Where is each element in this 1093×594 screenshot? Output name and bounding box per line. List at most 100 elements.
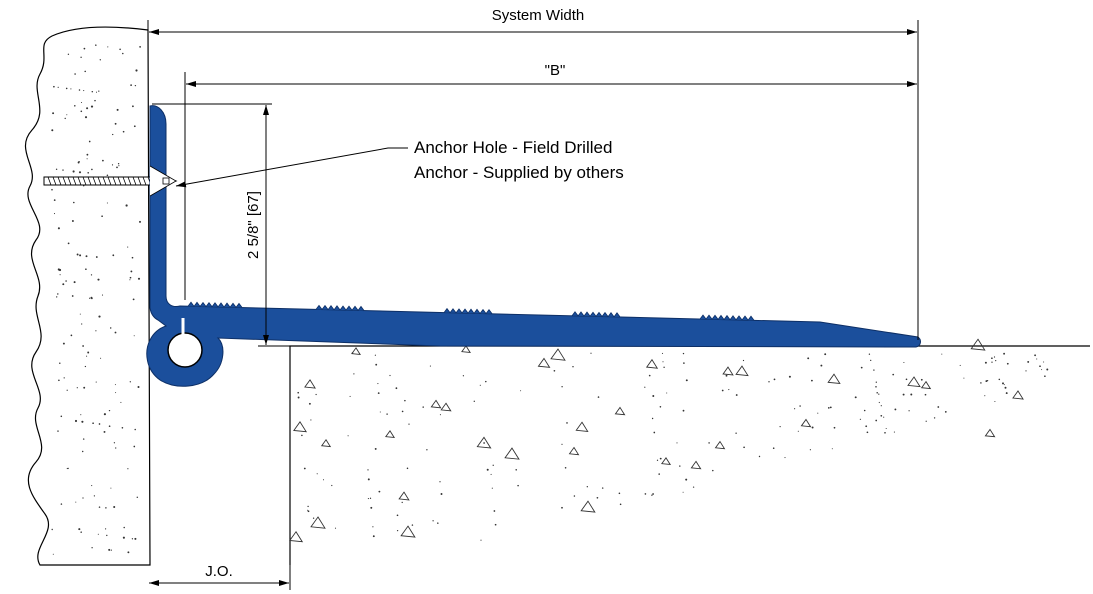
concrete-speck [129,381,131,383]
aggregate-mark [476,436,492,449]
concrete-speck [59,274,61,276]
concrete-speck [784,457,786,459]
concrete-speck [372,535,375,538]
concrete-speck [772,447,775,450]
concrete-speck [115,447,117,449]
aggregate-mark [568,446,580,456]
concrete-speck [307,505,309,508]
concrete-speck [572,365,574,368]
concrete-speck [676,442,678,444]
concrete-speck [520,390,522,392]
aggregate-mark [310,516,326,529]
concrete-speck [57,227,60,230]
concrete-speck [683,362,685,364]
concrete-speck [65,87,68,90]
concrete-speck [378,490,381,493]
concrete-speck [66,114,68,116]
concrete-speck [439,481,441,483]
concrete-speck [113,505,116,509]
concrete-speck [79,313,81,315]
screw-thread [137,176,142,186]
aggregate-mark [461,345,471,354]
concrete-speck [113,442,116,444]
concrete-speck [742,359,745,362]
concrete-speck [679,465,681,467]
screw-thread [92,176,97,186]
concrete-speck [78,160,80,163]
concrete-speck [831,448,833,450]
concrete-speck [652,493,654,495]
concrete-speck [644,386,646,388]
concrete-speck [71,220,74,222]
concrete-speck [51,188,53,191]
concrete-speck [401,410,404,413]
concrete-speck [72,170,75,173]
anchor-supplied-note: Anchor - Supplied by others [414,163,624,182]
concrete-speck [80,531,82,533]
screw-thread [47,176,52,186]
aggregate-mark [722,366,734,376]
concrete-speck [432,520,434,522]
concrete-speck [57,86,59,88]
aggregate-mark [398,491,410,501]
screw-thread [112,176,117,186]
concrete-speck [566,422,568,424]
concrete-speck [708,442,710,444]
screw-thread [142,176,147,186]
concrete-speck [74,105,76,107]
concrete-speck [303,467,306,470]
concrete-speck [110,549,112,551]
concrete-speck [105,528,107,530]
concrete-speck [116,108,119,111]
floor-slab [288,338,1090,565]
concrete-speck [87,171,90,174]
concrete-speck [866,431,869,434]
concrete-speck [480,539,482,541]
concrete-speck [685,478,688,481]
concrete-speck [86,158,88,160]
concrete-speck [663,366,665,369]
concrete-speck [994,400,996,403]
concrete-speck [60,415,63,418]
screw-thread [72,176,77,186]
concrete-speck [959,364,961,366]
concrete-speck [618,492,621,495]
concrete-speck [97,533,99,535]
concrete-speck [875,381,877,383]
concrete-speck [297,391,300,394]
concrete-speck [121,427,124,429]
concrete-speck [100,357,102,359]
concrete-speck [396,514,399,517]
concrete-speck [89,297,91,299]
concrete-speck [53,213,56,215]
concrete-speck [876,391,878,394]
concrete-speck [118,165,120,167]
concrete-speck [60,503,63,505]
concrete-speck [101,215,103,218]
screw-thread [107,176,112,186]
concrete-speck [483,442,485,444]
aggregate-mark [907,376,921,388]
concrete-speck [561,506,563,509]
concrete-speck [854,396,857,399]
concrete-speck [80,56,82,59]
concrete-speck [87,351,90,354]
concrete-speck [1046,368,1049,371]
concrete-speck [316,473,318,475]
concrete-speck [408,423,410,425]
concrete-speck [658,473,660,475]
concrete-speck [120,401,122,403]
concrete-speck [473,400,475,402]
concrete-speck [76,253,79,256]
concrete-speck [80,110,83,113]
concrete-speck [307,509,309,511]
concrete-speck [944,411,947,413]
concrete-speck [1044,375,1046,378]
concrete-speck [396,529,399,532]
concrete-speck [493,510,496,512]
aggregate-mark [430,399,442,409]
concrete-speck [98,423,101,425]
concrete-speck [892,373,895,376]
screw-thread [117,176,122,186]
concrete-speck [827,407,830,409]
